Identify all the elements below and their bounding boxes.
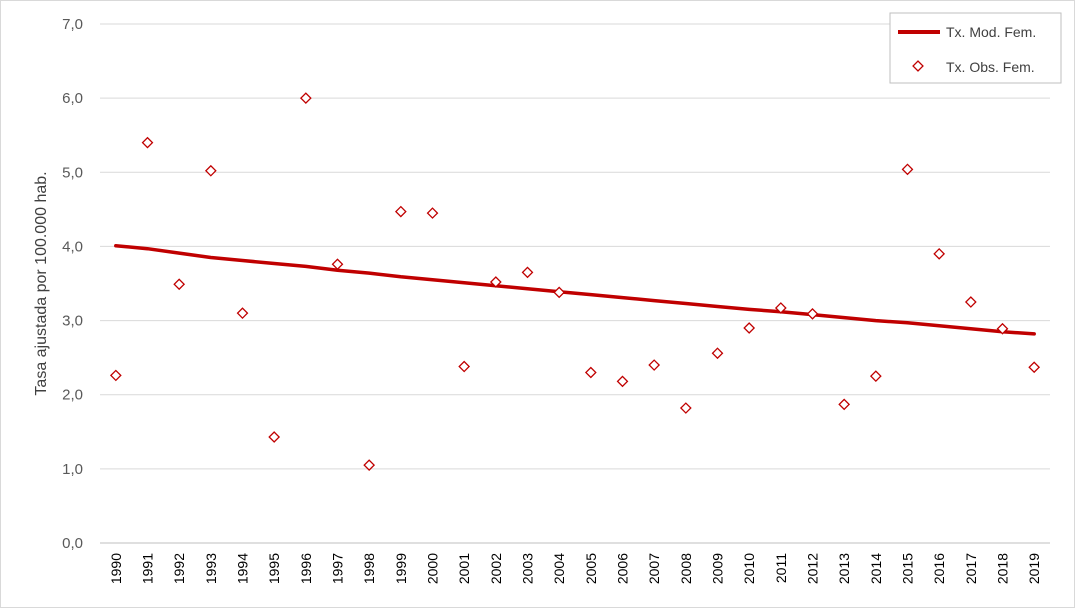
series-modelled-line <box>114 243 1036 336</box>
x-tick-label: 2001 <box>456 553 472 584</box>
y-axis-label: Tasa ajustada por 100.000 hab. <box>33 171 50 395</box>
y-tick-label: 1,0 <box>62 461 83 478</box>
point-tx-obs-fem <box>1028 361 1041 374</box>
x-tick-label: 2015 <box>900 553 916 584</box>
point-tx-obs-fem <box>489 276 502 288</box>
y-tick-label: 2,0 <box>62 387 83 404</box>
point-tx-obs-fem <box>933 247 946 260</box>
x-tick-label: 1995 <box>266 553 282 584</box>
point-tx-obs-fem <box>964 296 977 308</box>
point-tx-obs-fem <box>679 402 692 414</box>
x-tick-label: 1991 <box>140 553 156 584</box>
point-tx-obs-fem <box>426 207 439 219</box>
x-tick-label: 2016 <box>931 553 947 584</box>
x-tick-label: 1999 <box>393 553 409 584</box>
y-tick-label: 7,0 <box>62 16 83 33</box>
x-tick-label: 2004 <box>551 553 567 584</box>
x-tick-label: 2008 <box>678 553 694 584</box>
point-tx-obs-fem <box>616 375 629 388</box>
x-tick-label: 2003 <box>520 553 536 584</box>
point-tx-obs-fem <box>458 360 471 373</box>
x-tick-label: 1998 <box>361 553 377 584</box>
legend-label-line: Tx. Mod. Fem. <box>946 24 1036 40</box>
point-tx-obs-fem <box>743 322 756 334</box>
x-tick-label: 2005 <box>583 553 599 584</box>
legend: Tx. Mod. Fem. Tx. Obs. Fem. <box>889 12 1062 84</box>
y-tick-label: 6,0 <box>62 90 83 107</box>
gridlines <box>100 23 1050 544</box>
x-axis-ticks: 1990 1991 1992 1993 1994 1995 1996 1997 1998 1999… <box>108 553 1042 584</box>
x-tick-label: 2000 <box>425 553 441 584</box>
point-tx-obs-fem <box>648 359 661 371</box>
point-tx-obs-fem <box>521 266 534 279</box>
point-tx-obs-fem <box>141 136 154 149</box>
point-tx-obs-fem <box>204 164 217 177</box>
x-tick-label: 1993 <box>203 553 219 584</box>
point-tx-obs-fem <box>711 347 724 360</box>
x-tick-label: 2012 <box>805 553 821 584</box>
x-tick-label: 2018 <box>995 553 1011 584</box>
point-tx-obs-fem <box>394 205 407 218</box>
x-tick-label: 2017 <box>963 553 979 584</box>
x-tick-label: 2006 <box>615 553 631 584</box>
point-tx-obs-fem <box>236 307 249 320</box>
point-tx-obs-fem <box>774 302 787 314</box>
line-tx-mod-fem <box>114 243 1036 336</box>
x-tick-label: 1992 <box>171 553 187 584</box>
x-tick-label: 2009 <box>710 553 726 584</box>
point-tx-obs-fem <box>173 278 186 291</box>
point-tx-obs-fem <box>584 366 597 379</box>
y-axis-ticks: 0,0 1,0 2,0 3,0 4,0 5,0 6,0 7,0 <box>62 16 83 552</box>
point-tx-obs-fem <box>838 398 851 411</box>
x-tick-label: 2002 <box>488 553 504 584</box>
point-tx-obs-fem <box>299 92 312 105</box>
x-tick-label: 1994 <box>235 553 251 584</box>
point-tx-obs-fem <box>869 370 882 383</box>
y-tick-label: 3,0 <box>62 313 83 330</box>
x-tick-label: 2011 <box>773 553 789 583</box>
point-tx-obs-fem <box>331 258 344 271</box>
y-tick-label: 0,0 <box>62 535 83 552</box>
x-tick-label: 2019 <box>1026 553 1042 584</box>
x-tick-label: 2014 <box>868 553 884 584</box>
point-tx-obs-fem <box>996 322 1009 335</box>
series-observed-markers <box>109 92 1041 472</box>
y-tick-label: 5,0 <box>62 164 83 181</box>
x-tick-label: 2007 <box>646 553 662 584</box>
x-tick-label: 1990 <box>108 553 124 584</box>
point-tx-obs-fem <box>901 163 914 176</box>
y-tick-label: 4,0 <box>62 238 83 255</box>
point-tx-obs-fem <box>268 431 281 443</box>
x-tick-label: 1996 <box>298 553 314 584</box>
legend-marker-swatch <box>912 60 924 72</box>
point-tx-obs-fem <box>553 286 566 299</box>
point-tx-obs-fem <box>109 369 122 382</box>
point-tx-obs-fem <box>806 308 819 320</box>
x-tick-label: 1997 <box>330 553 346 584</box>
point-tx-obs-fem <box>363 459 376 472</box>
x-tick-label: 2010 <box>741 553 757 584</box>
legend-label-markers: Tx. Obs. Fem. <box>946 59 1035 75</box>
x-tick-label: 2013 <box>836 553 852 584</box>
